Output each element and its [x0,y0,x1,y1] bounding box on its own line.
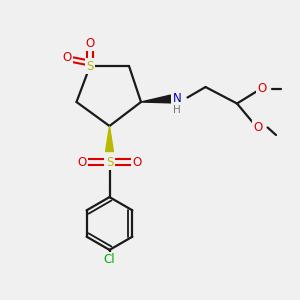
Text: Cl: Cl [104,253,115,266]
Polygon shape [141,95,171,103]
Text: S: S [106,155,113,169]
Text: S: S [86,59,94,73]
Text: O: O [258,82,267,95]
Text: O: O [77,155,86,169]
Text: O: O [254,121,262,134]
Text: O: O [133,155,142,169]
Polygon shape [106,126,113,152]
Text: N: N [172,92,182,106]
Text: H: H [173,105,181,116]
Text: O: O [62,51,71,64]
Text: O: O [85,37,94,50]
